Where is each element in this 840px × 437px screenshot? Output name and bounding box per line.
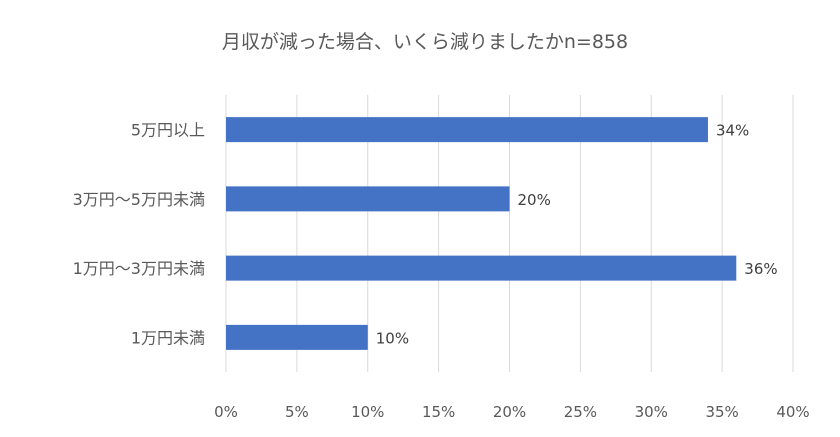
x-tick-label: 25% bbox=[564, 403, 597, 421]
bar bbox=[226, 255, 737, 281]
x-tick-label: 15% bbox=[422, 403, 455, 421]
data-label: 36% bbox=[744, 260, 777, 278]
bar bbox=[226, 117, 708, 143]
category-label: 1万円～3万円未満 bbox=[73, 259, 205, 278]
x-tick-label: 40% bbox=[776, 403, 809, 421]
x-tick-label: 5% bbox=[285, 403, 309, 421]
bar bbox=[226, 186, 510, 212]
chart-title: 月収が減った場合、いくら減りましたかn=858 bbox=[222, 31, 628, 53]
data-labels: 34% 20% 36% 10% bbox=[376, 122, 778, 348]
category-label: 5万円以上 bbox=[131, 121, 205, 140]
category-label: 1万円未満 bbox=[131, 328, 205, 347]
x-tick-label: 35% bbox=[705, 403, 738, 421]
bar bbox=[226, 324, 368, 350]
x-tick-label: 20% bbox=[493, 403, 526, 421]
category-label: 3万円～5万円未満 bbox=[73, 190, 205, 209]
x-tick-label: 30% bbox=[635, 403, 668, 421]
x-tick-label: 0% bbox=[214, 403, 238, 421]
x-tick-label: 10% bbox=[351, 403, 384, 421]
data-label: 34% bbox=[716, 122, 749, 140]
data-label: 10% bbox=[376, 329, 409, 347]
bars bbox=[226, 117, 737, 350]
category-labels: 5万円以上 3万円～5万円未満 1万円～3万円未満 1万円未満 bbox=[73, 121, 205, 348]
x-axis-tick-labels: 0% 5% 10% 15% 20% 25% 30% 35% 40% bbox=[214, 403, 810, 421]
data-label: 20% bbox=[518, 191, 551, 209]
